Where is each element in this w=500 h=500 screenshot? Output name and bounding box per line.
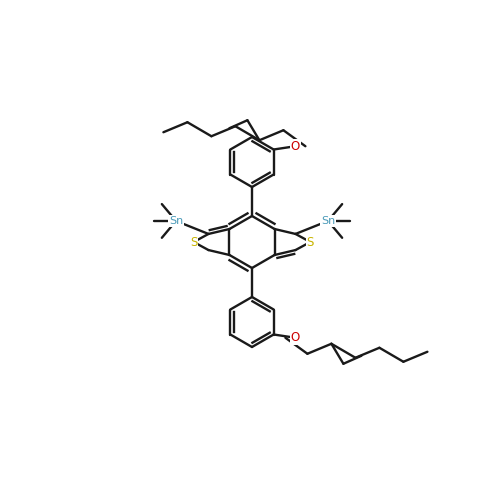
Text: O: O xyxy=(291,140,300,152)
Text: Sn: Sn xyxy=(169,216,183,226)
Text: Sn: Sn xyxy=(321,216,335,226)
Text: S: S xyxy=(190,236,198,248)
Text: S: S xyxy=(306,236,314,248)
Text: O: O xyxy=(291,332,300,344)
